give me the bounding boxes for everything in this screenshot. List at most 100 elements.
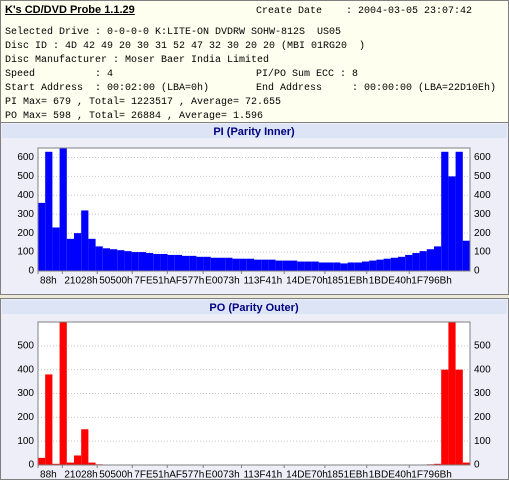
y-tick-label: 100 [17,247,34,258]
bar [405,254,413,271]
bar [167,254,175,271]
x-tick-label: 113F41h [243,276,282,287]
bar [441,369,449,465]
bar [441,151,449,271]
bar [419,251,427,271]
bar [426,249,434,271]
x-tick-label: 1BDE40h [369,276,412,287]
bar [390,257,398,271]
x-tick-label: 113F41h [243,470,282,480]
bar [362,261,370,271]
bar [81,210,89,271]
bar [369,260,377,271]
bar [398,256,406,271]
bar [88,462,96,465]
bar [261,259,269,271]
x-tick-label: 21028h [64,276,97,287]
bar [318,262,326,271]
x-tick-label: E0073h [205,276,239,287]
bar [146,253,154,271]
y2-tick-label: 100 [474,436,491,447]
bar [254,259,262,271]
y2-tick-label: 100 [474,247,491,258]
y2-tick-label: 0 [474,460,480,471]
bar [268,259,276,271]
info-line: Speed : 4 [5,69,114,80]
bar [66,462,74,465]
bar [297,261,305,271]
y2-tick-label: 0 [474,266,480,277]
y-tick-label: 200 [17,228,34,239]
bar [232,258,240,271]
chart-panel: PO (Parity Outer) 0 0 100 100 200 200 300 300 400… [0,298,509,480]
panel-title-bar [2,300,507,314]
info-panel: K's CD/DVD Probe 1.1.29 Create Date : 20… [0,0,509,123]
panel-title: PI (Parity Inner) [213,126,295,138]
bar [275,260,283,271]
bar [52,463,60,465]
x-tick-label: 1BDE40h [369,470,412,480]
bar [95,246,103,271]
bars [38,148,470,271]
x-tick-label: 88h [40,470,57,480]
x-tick-label: 50500h [99,276,132,287]
bar [117,250,125,271]
create-date: Create Date : 2004-03-05 23:07:42 [256,6,473,17]
plot-frame [37,147,471,272]
bar [340,263,348,271]
info-line: Start Address : 00:02:00 (LBA=0h) [5,83,210,94]
bar [455,151,463,271]
bar [304,261,312,271]
panel-title: PO (Parity Outer) [209,302,299,314]
bar [225,257,233,271]
bar [110,249,118,271]
bar [282,260,290,271]
y-tick-label: 600 [17,152,34,163]
info-line: Disc Manufacturer : Moser Baer India Lim… [5,55,270,66]
bar [189,255,197,271]
bar [182,255,190,271]
bar [81,429,89,465]
y-tick-label: 500 [17,340,34,351]
bar [333,262,341,271]
x-tick-label: 1851EBh [327,470,368,480]
bar [376,259,384,271]
info-line: PI Max= 679 , Total= 1223517 , Average= … [5,97,282,108]
x-tick-label: 7FE51h [134,470,169,480]
bar [124,251,132,271]
y2-tick-label: 500 [474,340,491,351]
y2-tick-label: 300 [474,209,491,220]
y-tick-label: 0 [28,266,34,277]
y-tick-label: 300 [17,209,34,220]
y-tick-label: 100 [17,436,34,447]
x-tick-label: 1851EBh [327,276,368,287]
bar [347,262,355,271]
y-tick-label: 400 [17,190,34,201]
y-tick-label: 500 [17,171,34,182]
bar [38,202,46,271]
bar [434,463,442,465]
y2-tick-label: 400 [474,190,491,201]
bar [153,253,161,271]
bar [462,462,470,465]
y-tick-label: 0 [28,460,34,471]
y-tick-label: 400 [17,364,34,375]
y2-tick-label: 500 [474,171,491,182]
bar [59,148,67,271]
x-tick-label: 50500h [99,470,132,480]
x-tick-label: 14DE70h [286,470,328,480]
panel-title-bar [2,124,507,138]
x-tick-label: 88h [40,276,57,287]
bar [160,253,168,271]
x-tick-label: 1F796Bh [411,470,452,480]
x-tick-label: AF577h [169,276,204,287]
y2-tick-label: 200 [474,228,491,239]
x-tick-label: AF577h [169,470,204,480]
bar [203,256,211,271]
bar [246,258,254,271]
bar [326,262,334,271]
bar [412,253,420,271]
bar [196,256,204,271]
info-line: PI/PO Sum ECC : 8 [256,69,359,80]
